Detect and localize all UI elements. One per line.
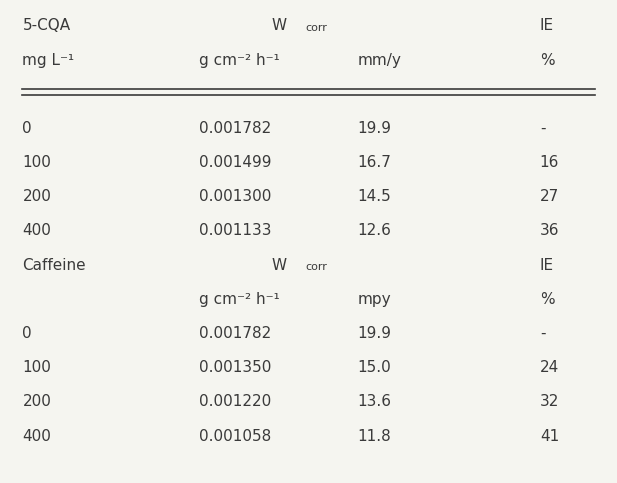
Text: 13.6: 13.6 [357, 394, 391, 410]
Text: 16.7: 16.7 [357, 155, 391, 170]
Text: %: % [540, 53, 555, 68]
Text: 15.0: 15.0 [357, 360, 391, 375]
Text: g cm⁻² h⁻¹: g cm⁻² h⁻¹ [199, 292, 280, 307]
Text: mm/y: mm/y [357, 53, 401, 68]
Text: 400: 400 [22, 224, 51, 239]
Text: 27: 27 [540, 189, 559, 204]
Text: -: - [540, 121, 545, 136]
Text: Caffeine: Caffeine [22, 257, 86, 272]
Text: 36: 36 [540, 224, 559, 239]
Text: mg L⁻¹: mg L⁻¹ [22, 53, 75, 68]
Text: 11.8: 11.8 [357, 428, 391, 443]
Text: 16: 16 [540, 155, 559, 170]
Text: mpy: mpy [357, 292, 391, 307]
Text: 12.6: 12.6 [357, 224, 391, 239]
Text: corr: corr [305, 23, 328, 33]
Text: 0.001058: 0.001058 [199, 428, 271, 443]
Text: 0.001499: 0.001499 [199, 155, 271, 170]
Text: 5-CQA: 5-CQA [22, 18, 70, 33]
Text: 24: 24 [540, 360, 559, 375]
Text: %: % [540, 292, 555, 307]
Text: 0.001782: 0.001782 [199, 326, 271, 341]
Text: 19.9: 19.9 [357, 121, 391, 136]
Text: 19.9: 19.9 [357, 326, 391, 341]
Text: 200: 200 [22, 189, 51, 204]
Text: 0.001220: 0.001220 [199, 394, 271, 410]
Text: 0: 0 [22, 326, 32, 341]
Text: 32: 32 [540, 394, 559, 410]
Text: -: - [540, 326, 545, 341]
Text: IE: IE [540, 257, 554, 272]
Text: 100: 100 [22, 155, 51, 170]
Text: g cm⁻² h⁻¹: g cm⁻² h⁻¹ [199, 53, 280, 68]
Text: IE: IE [540, 18, 554, 33]
Text: 41: 41 [540, 428, 559, 443]
Text: 400: 400 [22, 428, 51, 443]
Text: W: W [272, 257, 287, 272]
Text: W: W [272, 18, 287, 33]
Text: 0.001350: 0.001350 [199, 360, 271, 375]
Text: 0.001300: 0.001300 [199, 189, 271, 204]
Text: 0.001133: 0.001133 [199, 224, 271, 239]
Text: 0: 0 [22, 121, 32, 136]
Text: 14.5: 14.5 [357, 189, 391, 204]
Text: corr: corr [305, 262, 328, 272]
Text: 100: 100 [22, 360, 51, 375]
Text: 0.001782: 0.001782 [199, 121, 271, 136]
Text: 200: 200 [22, 394, 51, 410]
